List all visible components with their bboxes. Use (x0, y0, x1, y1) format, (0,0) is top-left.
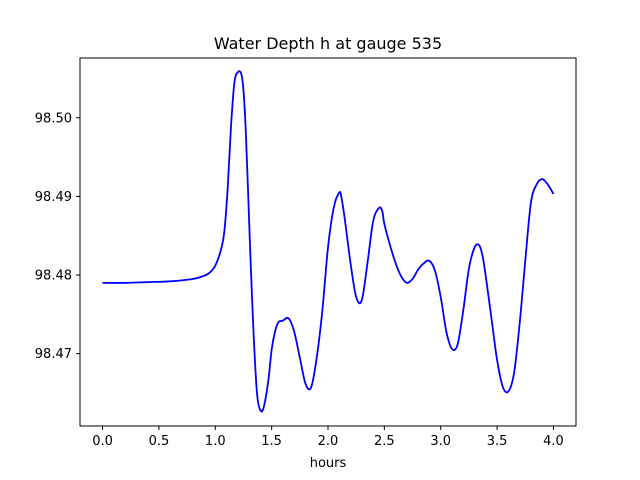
y-tick-label: 98.48 (35, 269, 72, 284)
y-tick-label: 98.50 (35, 111, 72, 126)
x-tick-label: 3.5 (487, 434, 508, 449)
chart-title: Water Depth h at gauge 535 (214, 34, 442, 53)
x-tick-label: 2.5 (374, 434, 395, 449)
y-tick-label: 98.49 (35, 190, 72, 205)
x-tick-label: 0.0 (92, 434, 113, 449)
x-axis-label: hours (310, 456, 347, 471)
x-tick-label: 1.5 (261, 434, 282, 449)
x-tick-label: 1.0 (205, 434, 226, 449)
plot-frame (79, 57, 577, 427)
x-tick-label: 4.0 (543, 434, 564, 449)
x-tick-label: 3.0 (430, 434, 451, 449)
x-tick-label: 0.5 (149, 434, 170, 449)
x-tick-label: 2.0 (318, 434, 339, 449)
series-line (102, 70, 555, 413)
y-tick-label: 98.47 (35, 347, 72, 362)
